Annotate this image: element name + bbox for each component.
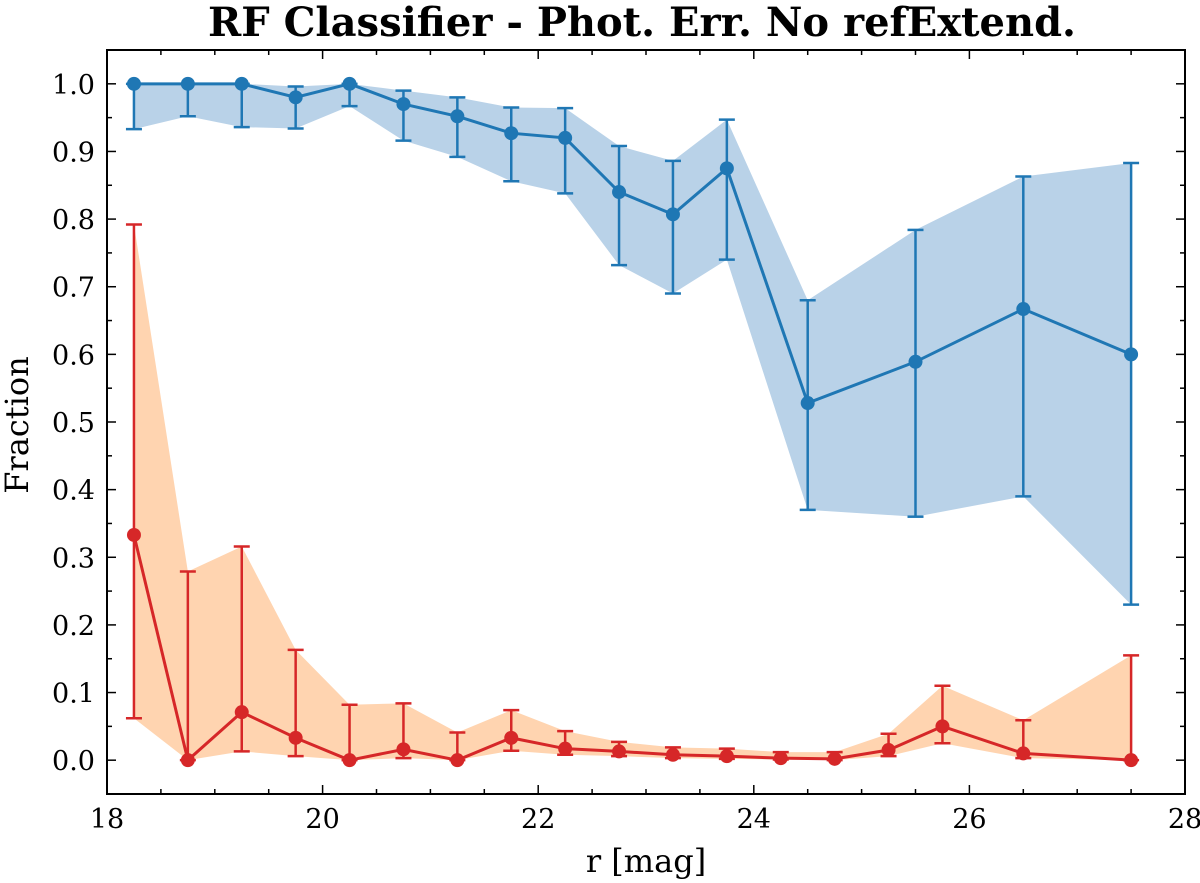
series-1-point: [504, 730, 519, 745]
x-tick-label: 22: [521, 804, 555, 835]
y-axis-label: Fraction: [0, 356, 36, 493]
series-0-point: [558, 130, 573, 145]
series-0-point: [1016, 302, 1031, 317]
x-axis-label: r [mag]: [586, 842, 706, 880]
y-tick-label: 1.0: [52, 70, 95, 101]
series-0-errorbar: [1015, 175, 1032, 498]
series-1-point: [719, 749, 734, 764]
series-1-errorbar: [934, 684, 951, 745]
y-tick-label: 0.8: [52, 205, 95, 236]
y-tick-label: 0.5: [52, 408, 95, 439]
series-0-point: [908, 354, 923, 369]
series-1-point: [180, 753, 195, 768]
series-1-point: [827, 751, 842, 766]
series-0-point: [234, 76, 249, 91]
series-1-point: [935, 719, 950, 734]
series-1-point: [612, 744, 627, 759]
series-0-band: [133, 83, 1132, 605]
series-0-point: [396, 97, 411, 112]
series-0-point: [665, 207, 680, 222]
series-0-line: [133, 82, 1132, 406]
series-0-errorbar: [1123, 161, 1140, 606]
series-0-point: [612, 185, 627, 200]
series-0-errorbar: [557, 106, 574, 195]
series-0-point: [342, 76, 357, 91]
series-lines: [132, 82, 1132, 763]
series-0-errorbar: [611, 144, 628, 267]
series-0-point: [450, 109, 465, 124]
x-tick-label: 26: [952, 804, 986, 835]
y-tick-label: 0.2: [52, 611, 95, 642]
series-0-point: [504, 126, 519, 141]
series-1-point: [881, 743, 896, 758]
x-tick-label: 24: [737, 804, 771, 835]
series-0-errorbar: [718, 118, 735, 261]
series-1-point: [773, 751, 788, 766]
data-points: [126, 76, 1139, 768]
series-0-errorbar: [664, 159, 681, 295]
series-0-errorbar: [503, 106, 520, 183]
y-tick-label: 0.7: [52, 273, 95, 304]
series-1-line: [132, 534, 1132, 763]
series-0-point: [1124, 347, 1139, 362]
x-tick-label: 20: [305, 804, 339, 835]
x-tick-label: 28: [1168, 804, 1200, 835]
x-axis-ticks: 18 20 22 24 26 28: [90, 50, 1200, 835]
y-tick-label: 0.0: [52, 746, 95, 777]
y-tick-label: 0.4: [52, 476, 95, 507]
series-0-point: [800, 396, 815, 411]
y-axis-ticks: 0.0 0.1 0.2 0.3 0.4 0.5 0.6 0.7 0.8 0.9 1.0: [52, 49, 1185, 795]
series-1-point: [288, 730, 303, 745]
series-0-point: [288, 90, 303, 105]
y-tick-label: 0.6: [52, 340, 95, 371]
series-1-point: [1124, 753, 1139, 768]
x-tick-label: 18: [90, 804, 124, 835]
chart-title: RF Classifier - Phot. Err. No refExtend.: [208, 0, 1076, 46]
series-1-point: [234, 705, 249, 720]
y-tick-label: 0.1: [52, 679, 95, 710]
series-0-errorbar: [449, 96, 466, 159]
series-0-point: [719, 161, 734, 176]
y-tick-label: 0.9: [52, 137, 95, 168]
series-0-point: [126, 76, 141, 91]
series-1-point: [126, 527, 141, 542]
series-1-band: [133, 224, 1132, 761]
series-1-errorbar: [125, 223, 142, 720]
y-tick-label: 0.3: [52, 543, 95, 574]
series-1-point: [342, 753, 357, 768]
series-1-point: [450, 753, 465, 768]
series-0-errorbar: [907, 228, 924, 518]
uncertainty-bands: [133, 83, 1132, 761]
series-0-point: [180, 76, 195, 91]
series-1-point: [665, 747, 680, 762]
series-1-point: [396, 742, 411, 757]
series-1-point: [1016, 746, 1031, 761]
series-1-point: [558, 741, 573, 756]
